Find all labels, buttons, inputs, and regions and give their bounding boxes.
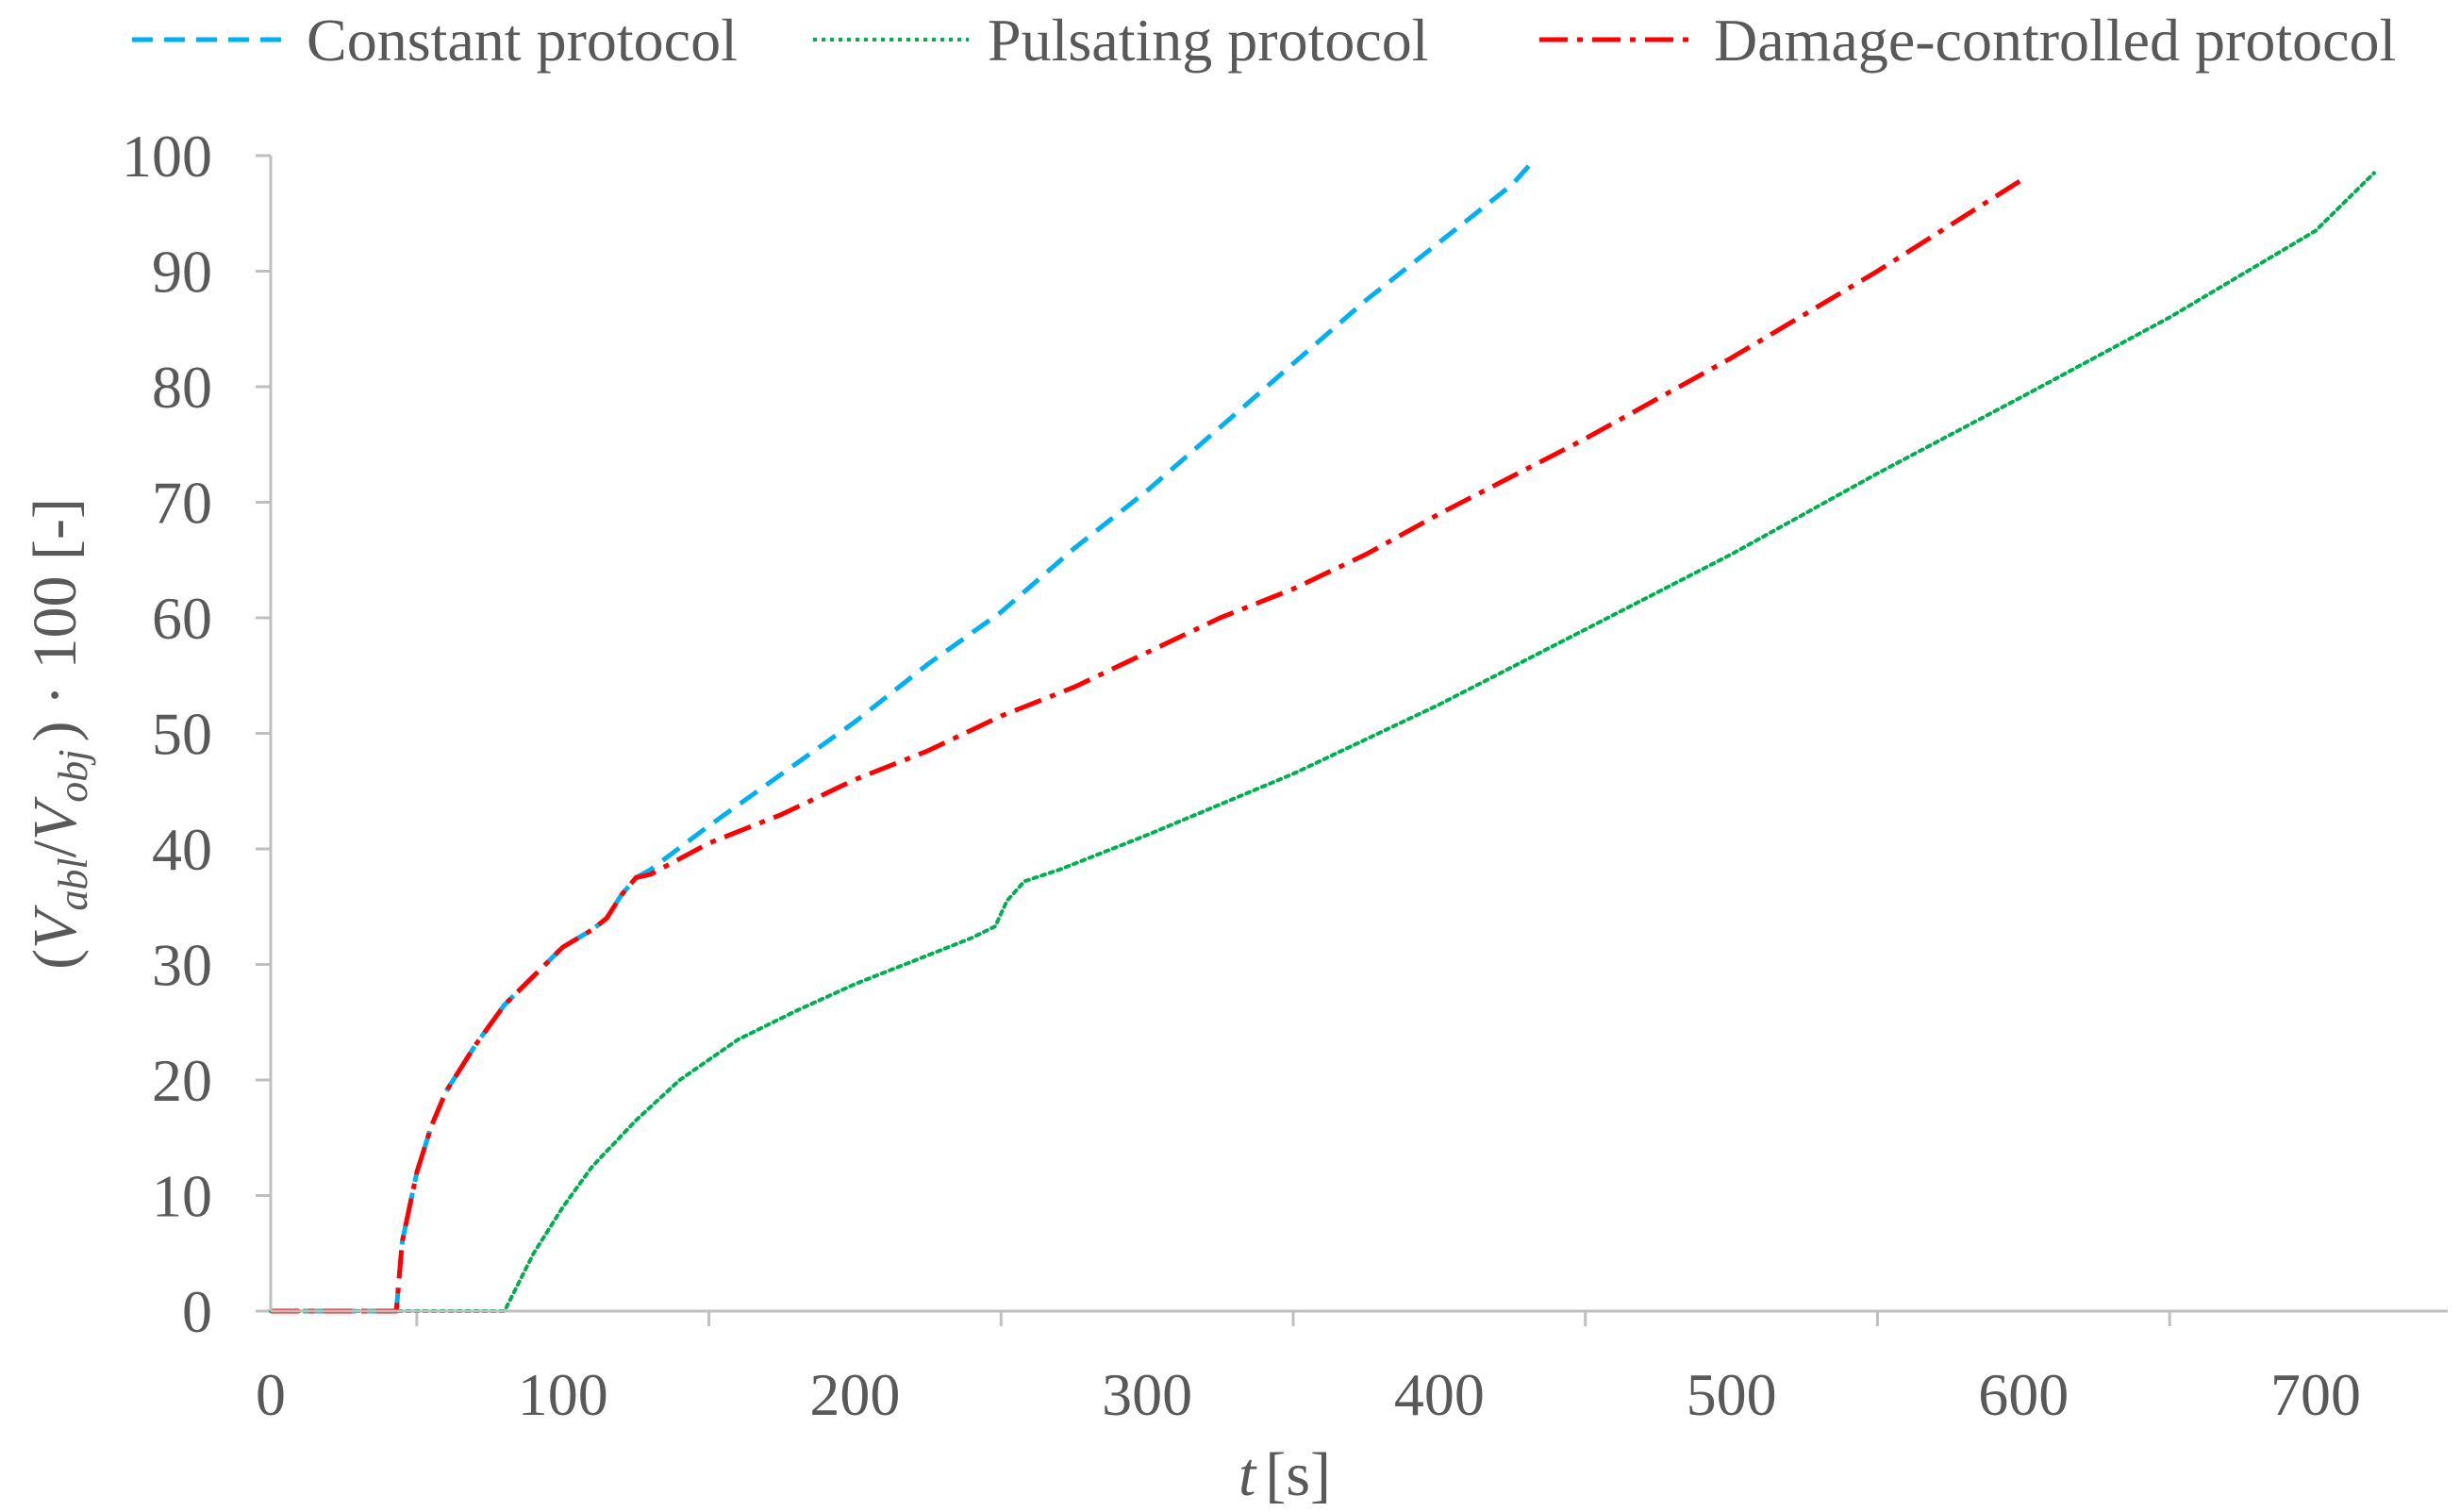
y-tick-label: 0: [182, 1278, 212, 1345]
legend-label-1: Constant protocol: [307, 7, 738, 74]
legend: Constant protocol Pulsating protocol Damag…: [132, 7, 2396, 74]
x-tick-label: 500: [1687, 1361, 1777, 1428]
x-axis-title: t [s]: [1238, 1440, 1331, 1509]
y-axis-title-close: ) · 100 [-]: [21, 498, 90, 741]
series-line-2: [269, 171, 2376, 1313]
y-axis-title-s1: abl: [50, 857, 96, 910]
x-tick-label: 400: [1394, 1361, 1485, 1428]
x-tick-label: 0: [256, 1361, 286, 1428]
y-axis-title-s2: obj: [50, 749, 96, 802]
y-tick-label: 10: [152, 1163, 212, 1230]
series-lines: [269, 159, 2376, 1314]
x-axis-title-unit: [s]: [1265, 1440, 1331, 1509]
y-tick-label: 80: [152, 354, 212, 421]
y-tick-label: 30: [152, 932, 212, 999]
x-tick-label: 300: [1102, 1361, 1192, 1428]
y-tick-label: 60: [152, 585, 212, 652]
series-line-3: [271, 176, 2025, 1314]
y-axis-title-v2: V: [21, 796, 90, 840]
x-tick-label: 600: [1978, 1361, 2069, 1428]
y-tick-label: 100: [122, 123, 212, 190]
y-axis-title-open: (: [21, 949, 90, 970]
y-axis-title-slash: /: [21, 839, 90, 857]
y-axis-ticks: 0 10 20 30 40 50 60 70 80 90 100: [122, 123, 271, 1345]
y-axis-title: (Vabl/Vobj) · 100 [-]: [21, 498, 96, 970]
legend-label-2: Pulsating protocol: [988, 7, 1429, 74]
y-tick-label: 90: [152, 239, 212, 306]
y-tick-label: 20: [152, 1047, 212, 1114]
y-tick-label: 70: [152, 470, 212, 537]
x-axis-title-variable: t: [1238, 1440, 1257, 1509]
x-axis-ticks: 0 100 200 300 400 500 600 700: [256, 1311, 2361, 1428]
x-tick-label: 100: [518, 1361, 608, 1428]
x-tick-label: 700: [2270, 1361, 2361, 1428]
legend-label-3: Damage-controlled protocol: [1714, 7, 2396, 74]
y-axis-title-v1: V: [21, 905, 90, 949]
y-tick-label: 50: [152, 701, 212, 768]
y-tick-label: 40: [152, 816, 212, 883]
series-line-1: [271, 159, 1535, 1314]
x-tick-label: 200: [809, 1361, 900, 1428]
